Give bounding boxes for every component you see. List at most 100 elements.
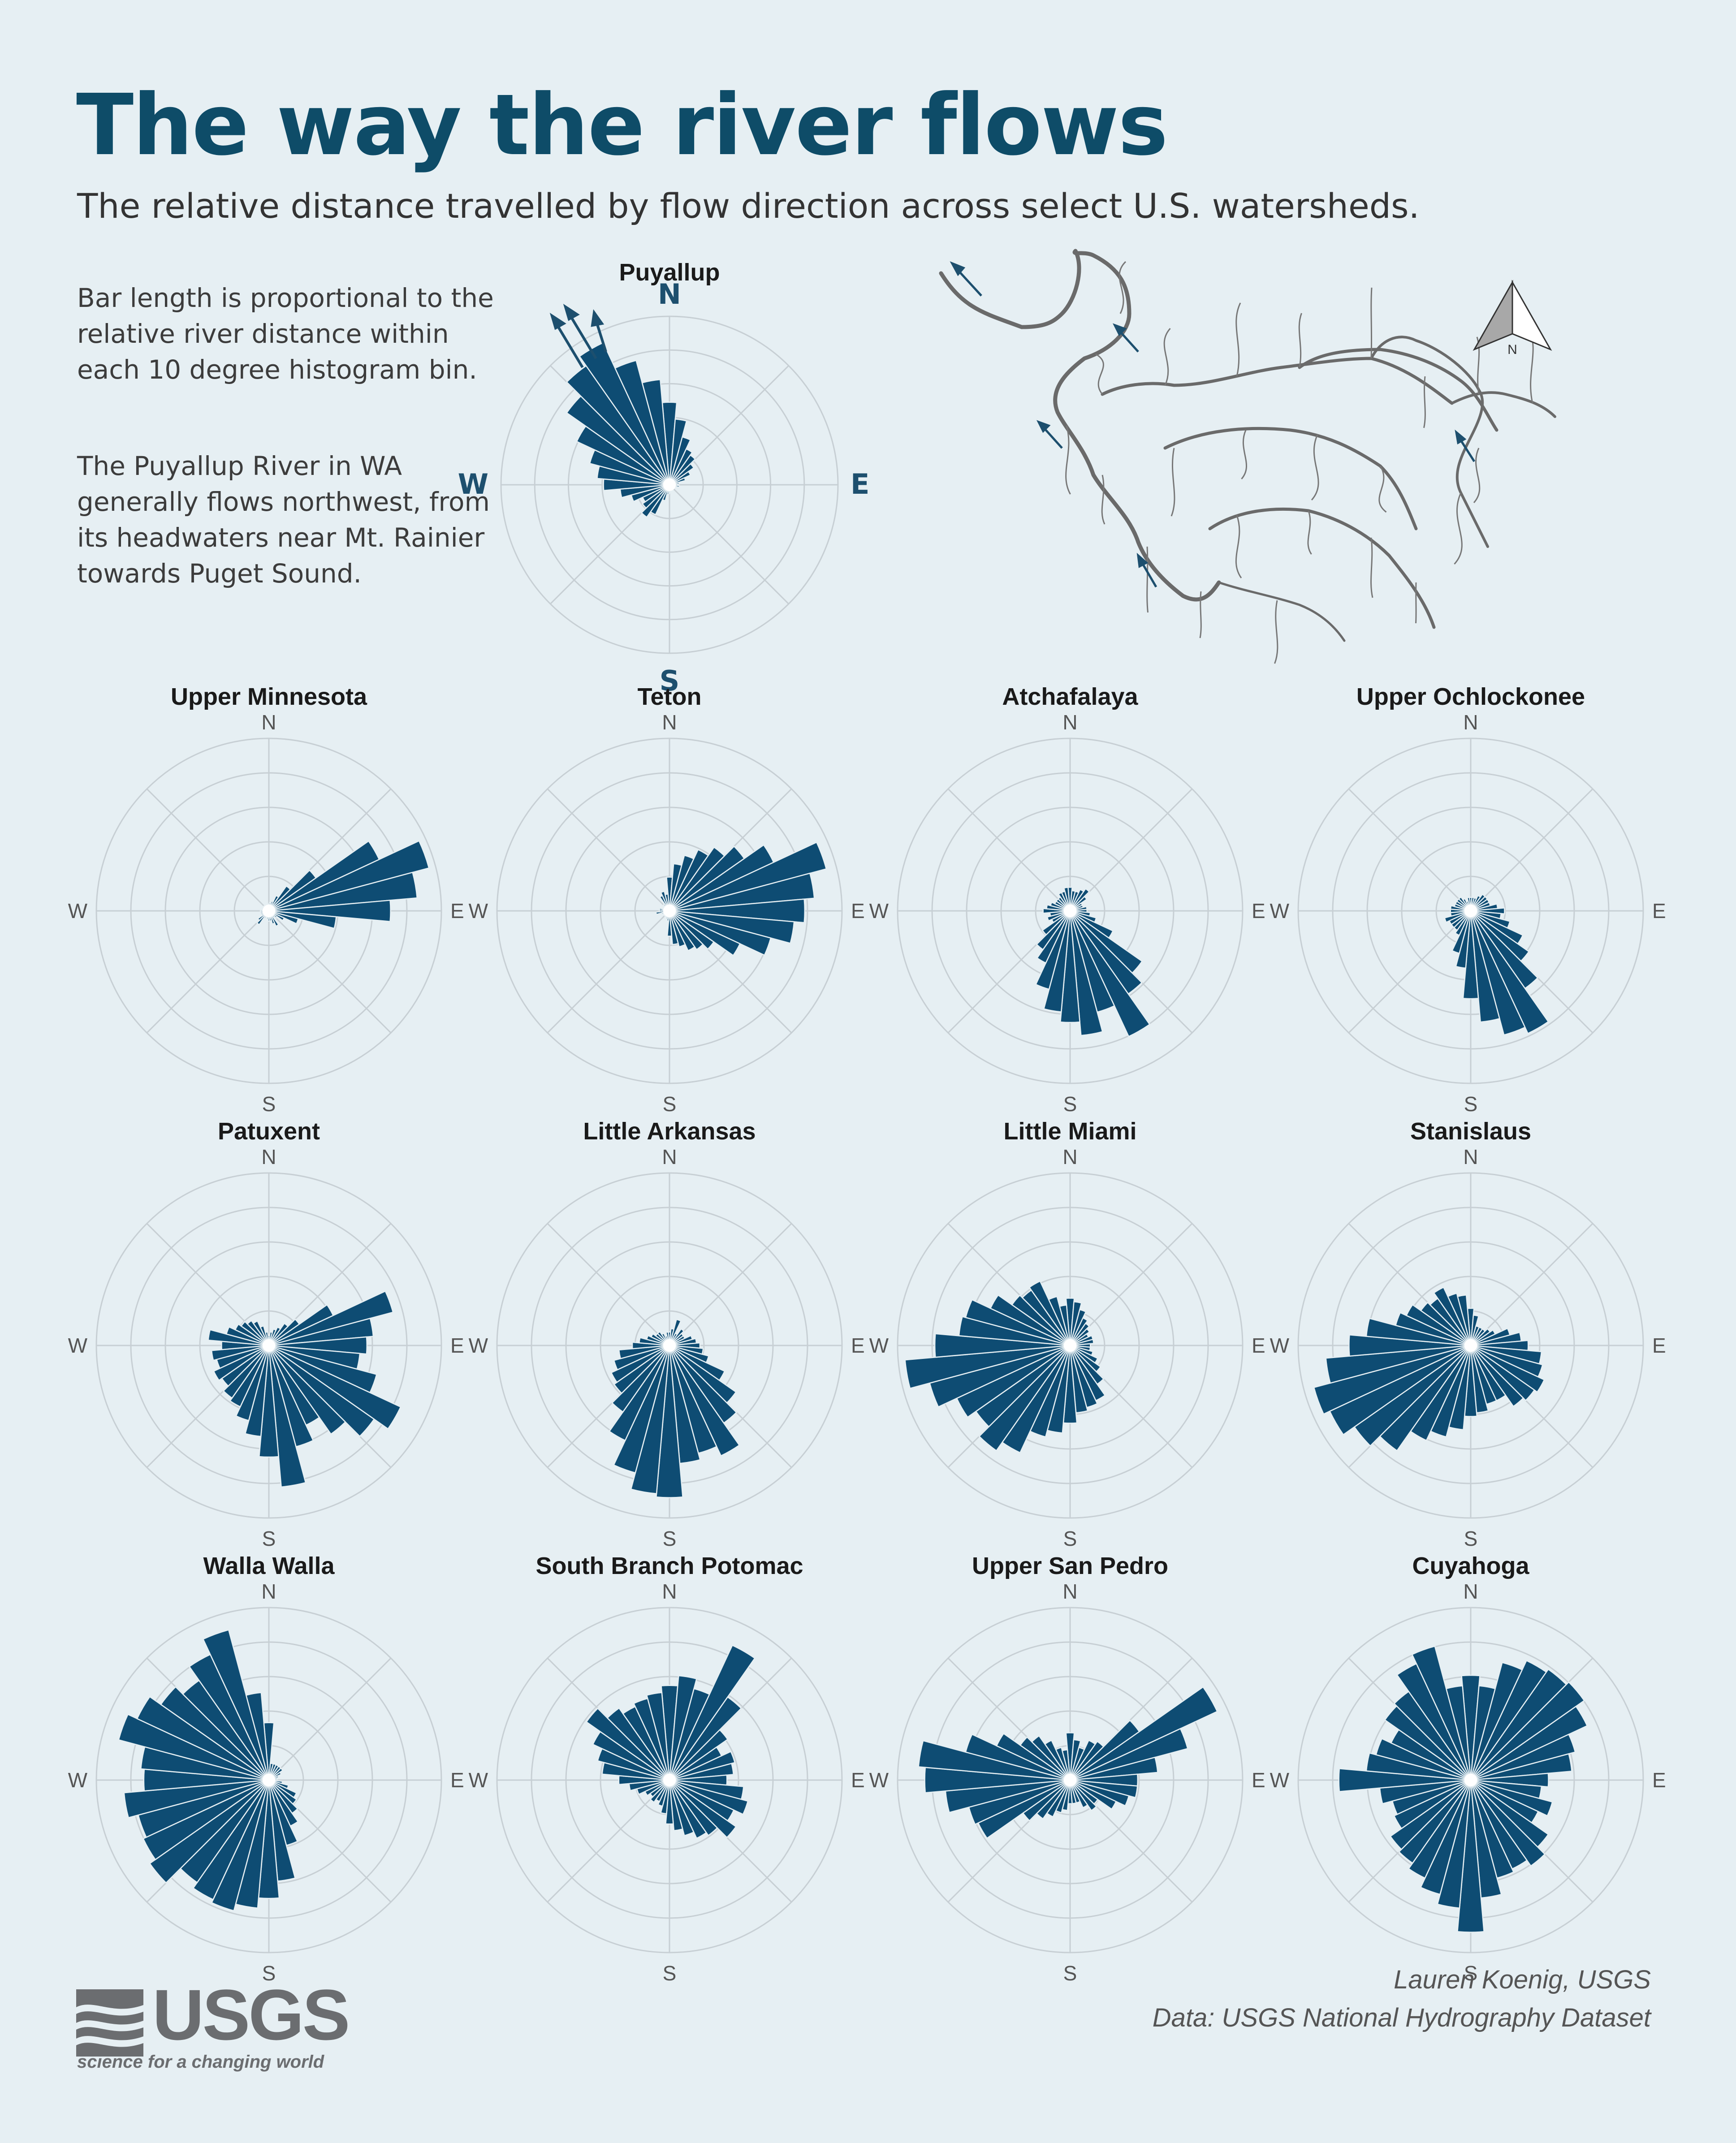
compass-e-label: E — [851, 468, 869, 500]
tributary — [1378, 466, 1387, 513]
rose-title: Upper Ochlockonee — [1356, 683, 1585, 710]
rose-bar — [1061, 1749, 1071, 1781]
rose-bar — [1036, 910, 1071, 964]
rose-bar — [669, 454, 696, 485]
compass-n-label: N — [1062, 711, 1077, 734]
rose-bar — [669, 1751, 736, 1781]
rose-bar — [1065, 1732, 1075, 1781]
compass-w-label: W — [1270, 1768, 1290, 1792]
rose-bar — [1420, 1780, 1472, 1895]
tributary — [1311, 434, 1319, 500]
rose-bar — [1028, 1280, 1071, 1346]
rose-bar — [1059, 1304, 1071, 1346]
rose-bar — [978, 1345, 1071, 1452]
tributary — [1095, 353, 1104, 395]
rose-bar — [268, 899, 391, 923]
compass-n-label: N — [1062, 1580, 1077, 1603]
rose-bar — [1044, 1739, 1071, 1781]
rose-bar — [1042, 908, 1071, 914]
tributary — [1423, 376, 1426, 428]
rose-bar — [1444, 910, 1471, 923]
compass-e-label: E — [851, 1334, 865, 1357]
rose-bar — [669, 1780, 707, 1839]
tributary — [1170, 448, 1175, 517]
rose-bar — [245, 1692, 270, 1781]
rose-title: Patuxent — [218, 1118, 320, 1145]
usgs-logo-icon — [76, 1989, 143, 2057]
rose-bar — [1070, 1686, 1218, 1781]
rose-bar — [1070, 1779, 1117, 1810]
rose-bar — [666, 910, 673, 937]
compass-w-label: W — [1270, 1334, 1290, 1357]
compass-s-label: S — [262, 1962, 276, 1985]
compass-w-label: W — [469, 1334, 488, 1357]
rose-bar — [934, 1333, 1071, 1358]
compass-e-label: E — [450, 1334, 464, 1357]
tributary — [1370, 287, 1373, 359]
grid-spoke — [547, 1223, 670, 1346]
rose-bar — [1411, 1645, 1472, 1781]
rose-bar — [123, 1779, 269, 1819]
grid-spoke — [1348, 788, 1472, 912]
rose-bar — [240, 1320, 269, 1346]
rose-bar — [1470, 907, 1505, 914]
compass-s-label: S — [663, 1962, 677, 1985]
rose-bar — [211, 1780, 270, 1912]
rose-bar — [1470, 1780, 1546, 1867]
rose-bar — [669, 872, 815, 912]
rose-center — [1064, 905, 1076, 917]
rose-bar — [665, 1780, 674, 1825]
rose-bar — [610, 1345, 670, 1383]
rose-title: Cuyahoga — [1412, 1552, 1529, 1579]
compass-w-label: W — [68, 1334, 88, 1357]
rose-bar — [641, 379, 670, 485]
tributary — [1241, 430, 1247, 479]
grid-spoke — [947, 788, 1071, 912]
rose-center — [663, 905, 676, 917]
rose-center — [663, 1774, 676, 1786]
compass-e-label: E — [1652, 1334, 1666, 1357]
compass-n-label: N — [1062, 1145, 1077, 1169]
tributary — [1235, 515, 1242, 578]
rose-bar — [1420, 1302, 1471, 1346]
compass-e-label: E — [1252, 1768, 1265, 1792]
grid-spoke — [1069, 788, 1193, 912]
rose-bar — [1470, 910, 1526, 1036]
grid-spoke — [1470, 788, 1593, 912]
compass-s-label: S — [1063, 1092, 1077, 1116]
rose-bar — [136, 1696, 269, 1781]
flow-arrows — [950, 261, 1476, 588]
rose-bar — [656, 1345, 683, 1498]
rose-bar — [1031, 1735, 1071, 1781]
compass-s-label: S — [1464, 1527, 1478, 1550]
compass-n-label: N — [658, 278, 681, 310]
rose-bar — [1470, 1753, 1572, 1781]
rose-bar — [229, 1345, 270, 1408]
compass-n-label: N — [1463, 711, 1478, 734]
rose-bar — [1011, 1294, 1071, 1346]
rose-bar — [618, 1345, 670, 1359]
rose-bar — [1069, 1780, 1097, 1811]
rose-bar — [669, 1779, 737, 1838]
rose-center — [263, 1774, 275, 1786]
rose-bar — [149, 1779, 269, 1884]
rose-center — [1464, 905, 1477, 917]
compass-w-label: W — [68, 1768, 88, 1792]
compass-s-label: S — [262, 1527, 276, 1550]
rose-bar — [1470, 1733, 1576, 1781]
compass-s-label: S — [262, 1092, 276, 1116]
tributary — [1118, 261, 1127, 314]
grid-spoke — [1470, 1223, 1593, 1346]
rose-bar — [268, 1290, 394, 1346]
rose-bar — [669, 1780, 718, 1837]
compass-s-label: S — [1464, 1962, 1478, 1985]
